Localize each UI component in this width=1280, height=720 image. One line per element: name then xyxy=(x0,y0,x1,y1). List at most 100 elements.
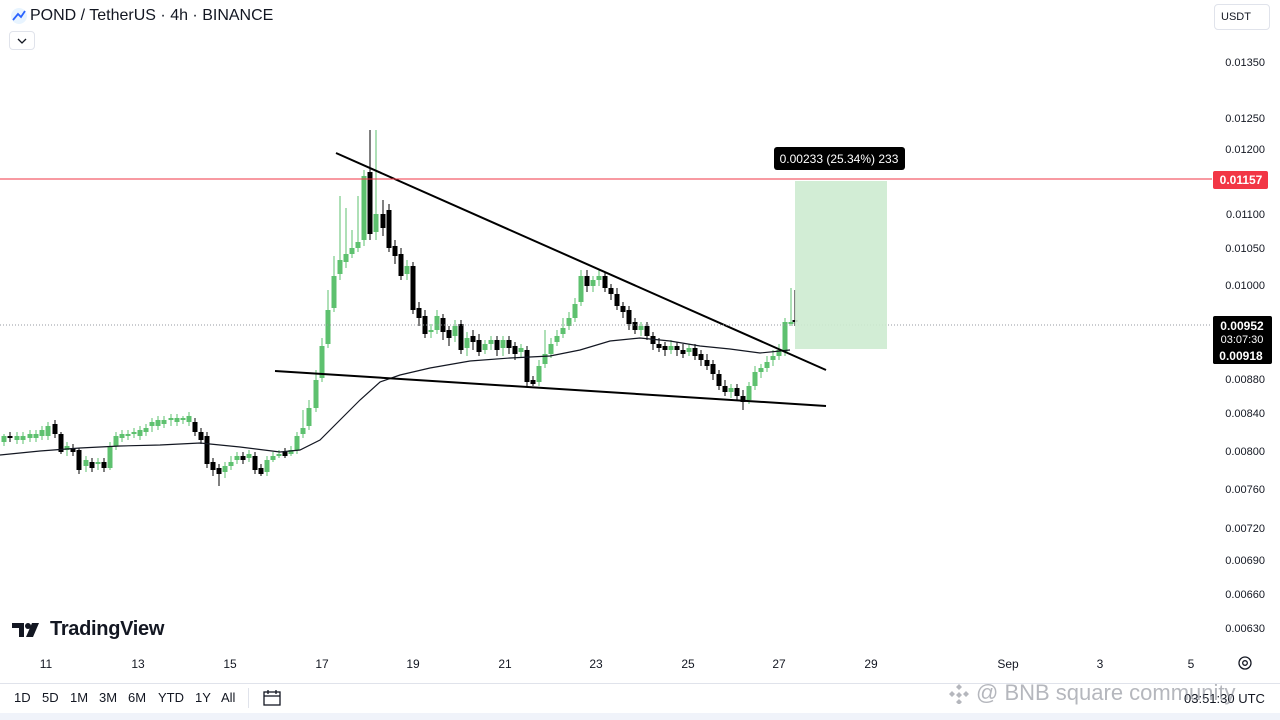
calendar-icon[interactable] xyxy=(262,688,282,708)
candle xyxy=(27,430,33,442)
candle xyxy=(89,458,95,472)
candle xyxy=(373,130,379,240)
candle xyxy=(52,420,58,438)
candle xyxy=(180,416,186,424)
utc-clock[interactable]: 03:51:30 UTC xyxy=(1184,691,1265,706)
time-tick-label: 27 xyxy=(772,657,786,671)
candle xyxy=(758,364,764,378)
price-tick-label: 0.00880 xyxy=(1225,374,1265,386)
candle xyxy=(644,322,650,340)
candle xyxy=(494,336,500,356)
candle xyxy=(728,384,734,398)
candle xyxy=(752,366,758,390)
candle xyxy=(258,464,264,476)
candle xyxy=(113,432,119,450)
price-tick-label: 0.01200 xyxy=(1225,144,1265,156)
price-chart[interactable]: 0.00233 (25.34%) 233 0.01350 0.01250 0.012… xyxy=(0,0,1280,684)
range-all[interactable]: All xyxy=(221,690,236,705)
symbol-title[interactable]: POND / TetherUS · 4h · BINANCE xyxy=(30,7,274,24)
range-1y[interactable]: 1Y xyxy=(195,690,211,705)
bottom-toolbar: 1D 5D 1M 3M 6M YTD 1Y All 03:51:30 UTC xyxy=(0,683,1280,714)
candle xyxy=(608,284,614,300)
candle xyxy=(392,240,398,264)
candle xyxy=(76,448,82,474)
candle xyxy=(500,336,506,356)
candle xyxy=(764,356,770,372)
chart-header: POND / TetherUS · 4h · BINANCE xyxy=(0,0,1200,34)
candle xyxy=(14,432,20,444)
candle xyxy=(566,312,572,330)
candle xyxy=(186,412,192,426)
candle xyxy=(252,452,258,474)
candle xyxy=(650,332,656,350)
tradingview-logo-icon xyxy=(11,8,27,24)
candle xyxy=(349,230,355,258)
settings-icon xyxy=(1238,656,1252,670)
candle xyxy=(355,196,361,252)
candle xyxy=(168,414,174,426)
candle xyxy=(270,452,276,462)
svg-text:0.01157: 0.01157 xyxy=(1220,173,1263,187)
candle xyxy=(300,410,306,438)
candle xyxy=(638,322,644,336)
range-3m[interactable]: 3M xyxy=(99,690,118,705)
range-5d[interactable]: 5D xyxy=(42,690,59,705)
time-tick-label: 25 xyxy=(681,657,695,671)
candle xyxy=(210,458,216,476)
candle xyxy=(776,344,782,360)
currency-button[interactable]: USDT xyxy=(1214,4,1270,30)
candle xyxy=(222,462,228,478)
chevron-down-icon xyxy=(17,38,27,44)
candle xyxy=(380,200,386,236)
candle xyxy=(174,414,180,426)
candle xyxy=(125,430,131,440)
candle xyxy=(584,270,590,292)
candle xyxy=(161,416,167,428)
candle xyxy=(530,376,536,386)
candle xyxy=(674,342,680,356)
price-tick-label: 0.01000 xyxy=(1225,280,1265,292)
candle xyxy=(572,298,578,322)
candle xyxy=(446,326,452,346)
time-axis[interactable]: 11 13 15 17 19 21 23 25 27 29 Sep 3 5 xyxy=(40,657,1195,671)
price-tick-label: 0.01100 xyxy=(1226,209,1265,221)
candle xyxy=(45,422,51,440)
price-tick-label: 0.01350 xyxy=(1225,57,1265,69)
price-tick-label: 0.00800 xyxy=(1225,446,1265,458)
candle xyxy=(770,350,776,366)
candle xyxy=(143,424,149,436)
candle xyxy=(325,290,331,348)
candle xyxy=(131,428,137,438)
price-range-measure[interactable] xyxy=(795,181,887,349)
candle xyxy=(33,430,39,442)
price-axis[interactable]: 0.01350 0.01250 0.01200 0.01100 0.01050 0.010… xyxy=(1225,57,1265,635)
candle xyxy=(319,338,325,382)
toolbar-divider xyxy=(248,688,249,708)
candle xyxy=(95,458,101,470)
candle xyxy=(458,320,464,354)
time-tick-label: 11 xyxy=(40,657,53,671)
candle xyxy=(367,130,373,240)
range-1d[interactable]: 1D xyxy=(14,690,31,705)
candle xyxy=(614,288,620,310)
price-tick-label: 0.00630 xyxy=(1225,623,1265,635)
ma-price-badge: 0.00918 xyxy=(1213,347,1268,364)
upper-trendline[interactable] xyxy=(335,152,827,371)
candle xyxy=(722,380,728,396)
candle xyxy=(1,434,7,446)
lower-trendline[interactable] xyxy=(274,370,827,407)
candle xyxy=(488,336,494,350)
price-tick-label: 0.01250 xyxy=(1225,113,1265,125)
candle xyxy=(234,452,240,464)
range-1m[interactable]: 1M xyxy=(70,690,89,705)
settings-button[interactable] xyxy=(1236,654,1254,672)
range-ytd[interactable]: YTD xyxy=(158,690,184,705)
range-6m[interactable]: 6M xyxy=(128,690,147,705)
tradingview-logo-icon xyxy=(12,622,39,637)
candle xyxy=(602,272,608,292)
collapse-legend-button[interactable] xyxy=(9,31,35,50)
candle xyxy=(313,370,319,412)
candle xyxy=(331,256,337,312)
candle xyxy=(410,262,416,314)
candle xyxy=(542,330,548,368)
